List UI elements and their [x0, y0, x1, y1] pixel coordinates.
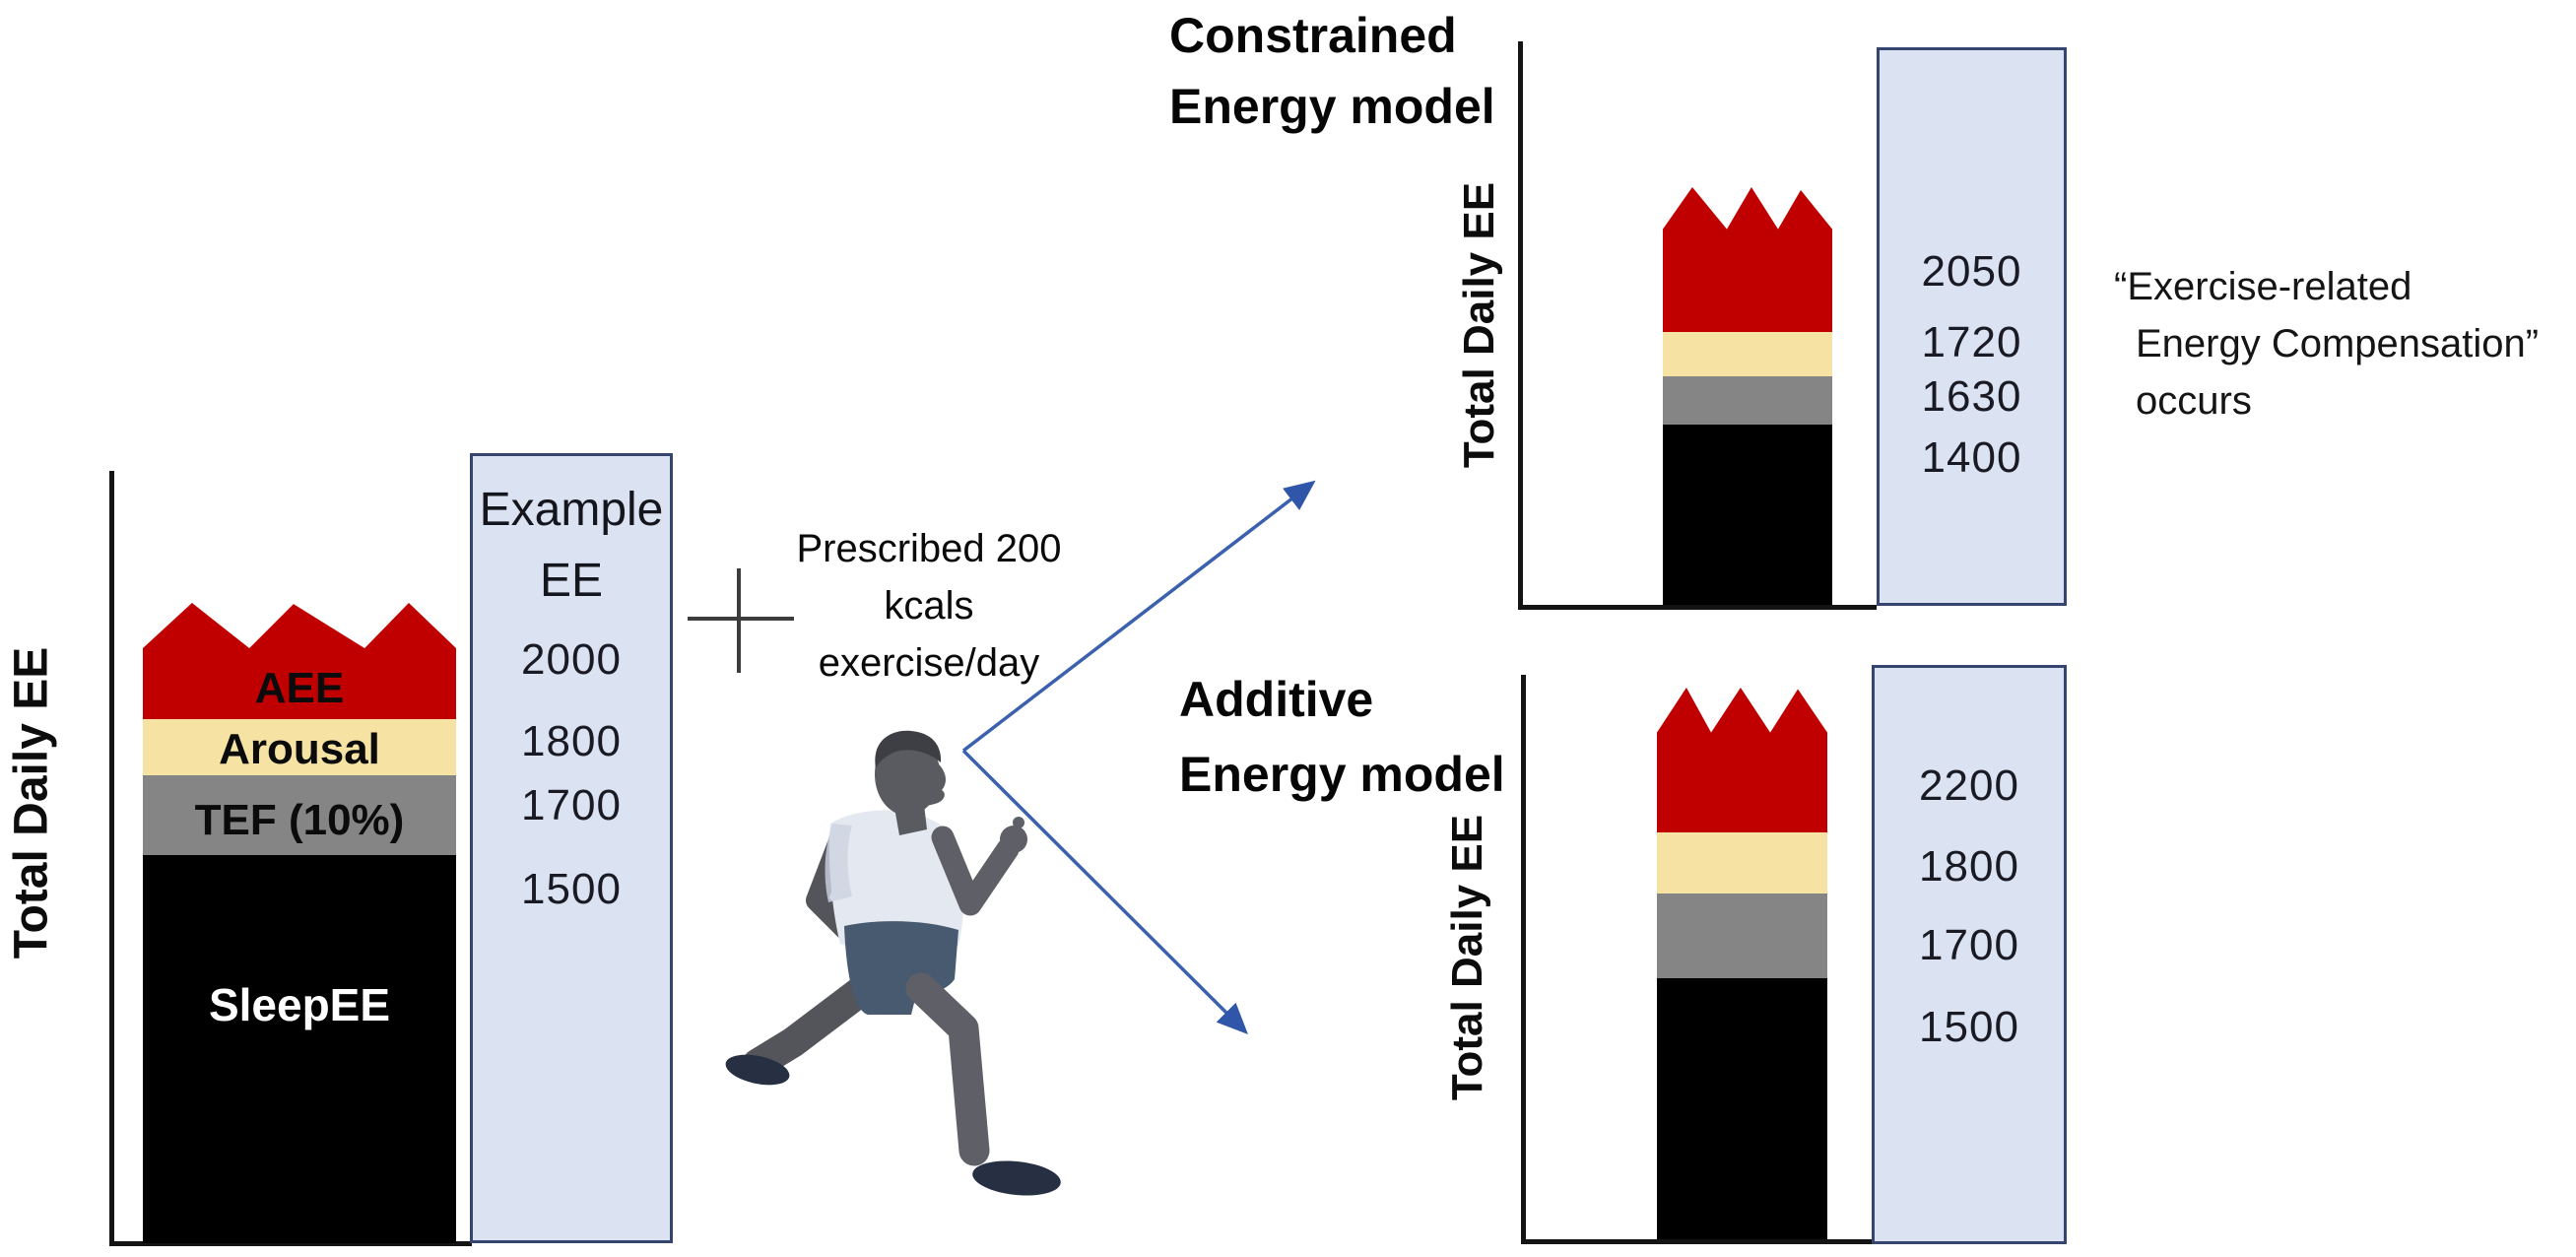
- constrained-bar-segment-sleep: [1663, 425, 1832, 605]
- constrained-values-box: [1877, 47, 2067, 606]
- runner-fist: [1000, 826, 1027, 853]
- additive-chart: Total Daily EE 2200 1800 1700 1500: [1379, 630, 2167, 1257]
- constrained-title: Constrained Energy model: [1169, 0, 1495, 142]
- additive-title-line2: Energy model: [1179, 747, 1505, 802]
- baseline-aee-label: AEE: [254, 664, 345, 712]
- baseline-box-title-line2: EE: [539, 555, 604, 607]
- additive-bar-segment-sleep: [1657, 978, 1827, 1239]
- baseline-sleep-label: SleepEE: [208, 979, 391, 1030]
- additive-value-1700: 1700: [1919, 921, 2019, 969]
- plus-icon-hbar: [688, 617, 794, 621]
- baseline-value-2000: 2000: [521, 635, 622, 684]
- arrow-to-additive: [961, 749, 1248, 1034]
- constrained-chart: Total Daily EE 2050 1720 1630 1400: [1379, 0, 2167, 650]
- baseline-bar-segment-aee: [143, 603, 456, 719]
- constrained-value-2050: 2050: [1921, 247, 2022, 296]
- additive-title: Additive Energy model: [1179, 662, 1505, 812]
- prescription-line2: kcals: [884, 584, 974, 628]
- constrained-value-1720: 1720: [1921, 318, 2022, 366]
- baseline-example-ee-box: [470, 453, 673, 1243]
- prescription-line1: Prescribed 200: [796, 527, 1062, 570]
- baseline-value-1500: 1500: [521, 865, 622, 913]
- constrained-title-line2: Energy model: [1169, 79, 1495, 134]
- compensation-line3: occurs: [2136, 379, 2252, 423]
- baseline-bar-segment-sleep: [143, 855, 456, 1243]
- baseline-bar-segment-arousal: [143, 719, 456, 775]
- runner-face: [927, 761, 947, 806]
- baseline-value-1800: 1800: [521, 717, 622, 765]
- additive-x-axis: [1521, 1239, 1872, 1244]
- runner-thumb: [1013, 817, 1024, 828]
- constrained-value-1400: 1400: [1921, 433, 2022, 482]
- runner-back-leg: [742, 959, 897, 1080]
- baseline-box-title: Example EE: [470, 475, 673, 617]
- prescription-line3: exercise/day: [818, 641, 1040, 685]
- constrained-title-line1: Constrained: [1169, 8, 1457, 63]
- plus-icon-vbar: [737, 568, 741, 673]
- runner-front-leg: [905, 972, 990, 1166]
- constrained-bar-segment-aee: [1663, 187, 1832, 332]
- runner-front-shoe: [972, 1160, 1061, 1196]
- model-arrows: [961, 480, 1316, 1034]
- additive-title-line1: Additive: [1179, 672, 1374, 727]
- additive-y-axis: [1521, 675, 1526, 1243]
- arrow-to-constrained: [961, 480, 1316, 753]
- additive-value-1500: 1500: [1919, 1003, 2019, 1051]
- additive-values-box: [1872, 665, 2067, 1244]
- runner-shirt-sleeve: [825, 824, 852, 902]
- baseline-box-title-line1: Example: [479, 484, 664, 536]
- constrained-value-1630: 1630: [1921, 372, 2022, 421]
- runner-illustration: [725, 730, 1061, 1196]
- additive-bar-segment-aee: [1657, 688, 1827, 832]
- baseline-x-axis: [109, 1241, 472, 1246]
- runner-front-arm: [931, 826, 1020, 916]
- constrained-y-axis: [1518, 41, 1523, 609]
- prescription-text: Prescribed 200 kcals exercise/day: [781, 520, 1077, 692]
- runner-shirt: [828, 810, 964, 953]
- baseline-bar-segment-tef: [143, 775, 456, 855]
- additive-bar-segment-tef: [1657, 893, 1827, 978]
- compensation-line2: Energy Compensation”: [2136, 322, 2540, 365]
- compensation-line1: “Exercise-related: [2114, 265, 2412, 308]
- additive-value-1800: 1800: [1919, 842, 2019, 891]
- baseline-chart: Total Daily EE AEE Arousal TEF (10%) Sle…: [0, 0, 690, 1257]
- additive-y-axis-label: Total Daily EE: [1443, 814, 1491, 1101]
- baseline-value-1700: 1700: [521, 781, 622, 829]
- plus-icon: [680, 562, 798, 680]
- constrained-x-axis: [1518, 605, 1877, 610]
- constrained-bar-segment-tef: [1663, 376, 1832, 425]
- baseline-y-axis: [109, 471, 114, 1245]
- baseline-y-axis-label: Total Daily EE: [5, 646, 58, 959]
- constrained-y-axis-label: Total Daily EE: [1455, 181, 1503, 469]
- runner-back-shoe: [725, 1054, 790, 1086]
- additive-value-2200: 2200: [1919, 761, 2019, 810]
- baseline-tef-label: TEF (10%): [194, 796, 405, 844]
- runner-hair: [875, 730, 942, 768]
- constrained-bar-segment-arousal: [1663, 332, 1832, 376]
- baseline-arousal-label: Arousal: [219, 725, 380, 773]
- compensation-annotation: “Exercise-related Energy Compensation” o…: [2114, 258, 2539, 430]
- additive-bar-segment-arousal: [1657, 832, 1827, 893]
